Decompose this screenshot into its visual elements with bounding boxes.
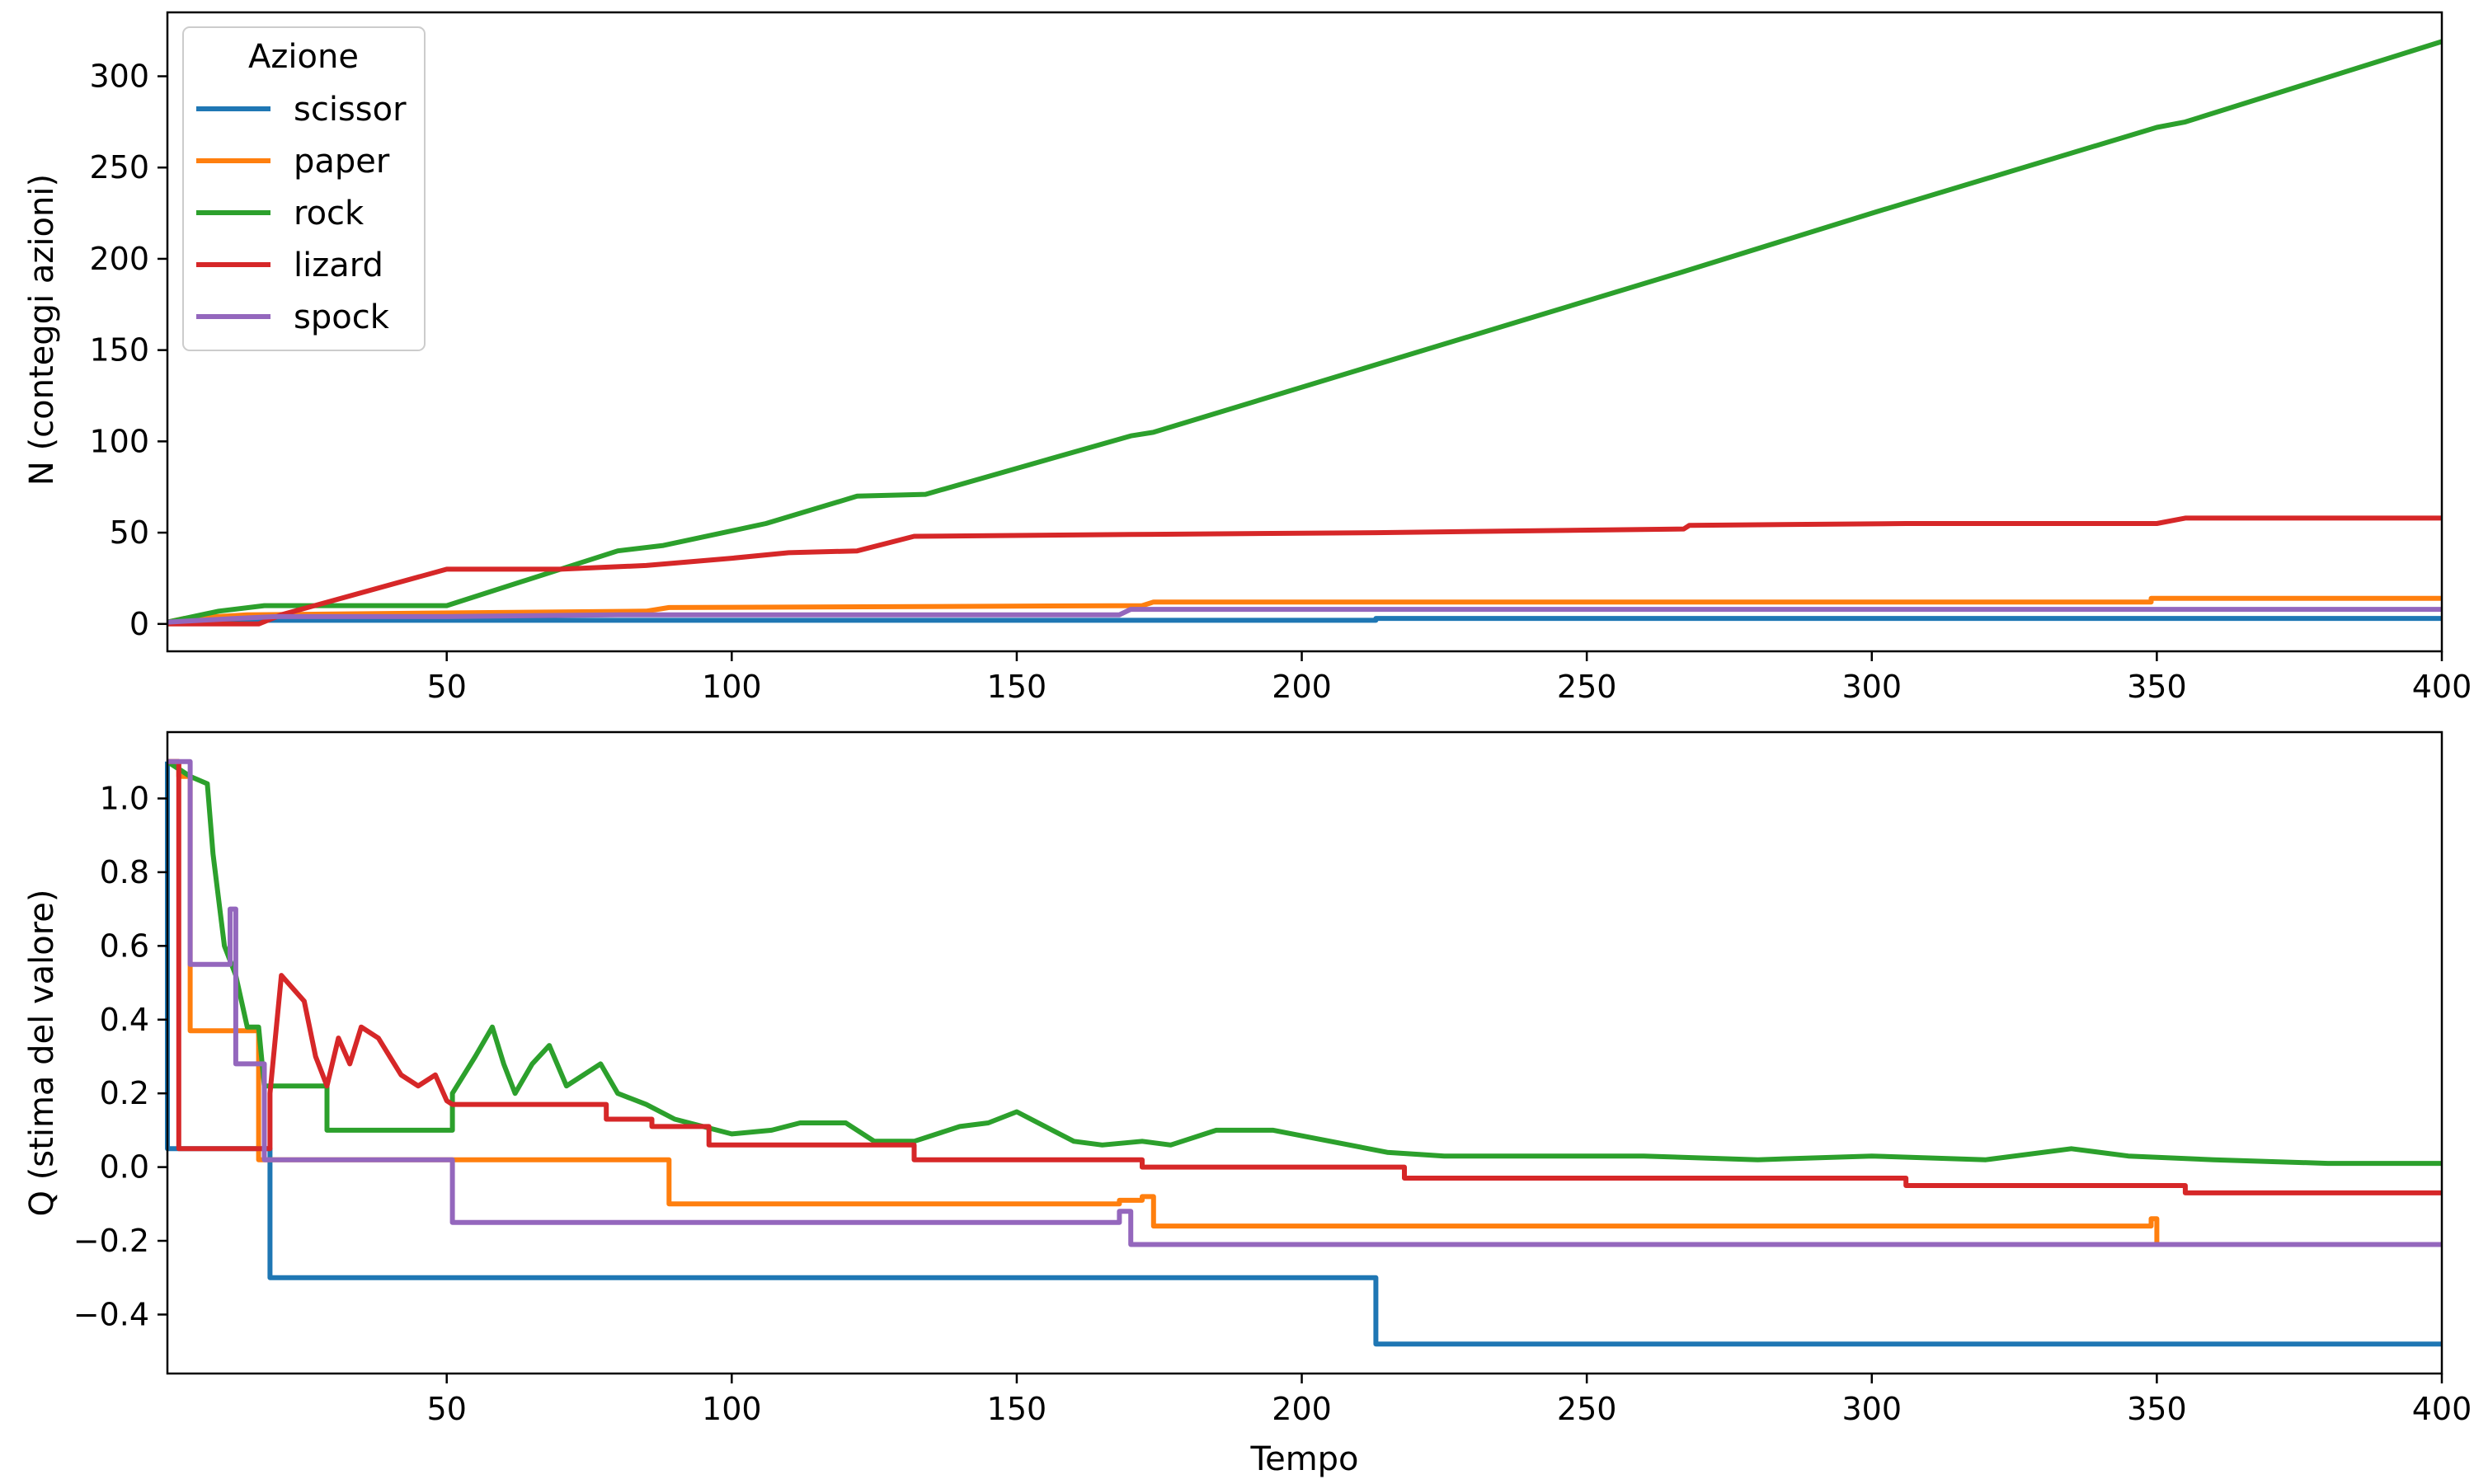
value-x-tick-label: 150 bbox=[987, 1391, 1047, 1427]
counts-x-tick-label: 250 bbox=[1557, 669, 1617, 705]
legend-title: Azione bbox=[248, 38, 359, 76]
legend-item-spock: spock bbox=[196, 298, 390, 336]
value-ticks: 50 100 150 200 250 300 350 400 −0.4 −0.2 0.0 0.2 0.4… bbox=[73, 780, 2472, 1427]
counts-x-tick-label: 300 bbox=[1842, 669, 1903, 705]
value-y-tick-label: 1.0 bbox=[100, 780, 149, 816]
value-x-tick-label: 200 bbox=[1272, 1391, 1332, 1427]
counts-series-line-lizard bbox=[167, 515, 2442, 627]
value-x-tick-label: 350 bbox=[2127, 1391, 2187, 1427]
counts-y-tick-label: 50 bbox=[110, 514, 149, 551]
value-y-tick-label: 0.0 bbox=[100, 1149, 149, 1186]
counts-x-tick-label: 400 bbox=[2412, 669, 2472, 705]
counts-ticks: 50 100 150 200 250 300 350 400 0 50 100 150 200 250 30… bbox=[89, 59, 2472, 706]
legend-item-paper: paper bbox=[196, 143, 390, 181]
counts-y-axis-label: N (conteggi azioni) bbox=[23, 174, 61, 486]
counts-x-tick-label: 200 bbox=[1272, 669, 1332, 705]
value-y-tick-label: −0.2 bbox=[73, 1223, 149, 1259]
counts-series-line-scissor bbox=[167, 616, 2442, 625]
legend-label: rock bbox=[294, 195, 365, 232]
counts-y-tick-label: 250 bbox=[89, 149, 149, 186]
legend-item-lizard: lizard bbox=[196, 247, 383, 284]
counts-y-tick-label: 200 bbox=[89, 241, 149, 277]
counts-series-line-rock bbox=[167, 39, 2443, 625]
counts-series-line-paper bbox=[167, 595, 2442, 625]
value-x-tick-label: 400 bbox=[2412, 1391, 2472, 1427]
counts-y-tick-label: 0 bbox=[129, 606, 149, 642]
value-x-axis-label: Tempo bbox=[1249, 1440, 1358, 1478]
counts-series-line-spock bbox=[167, 607, 2442, 625]
value-panel: Q (stima del valore) 50 100 150 200 250 300 35… bbox=[23, 730, 2472, 1478]
counts-panel: N (conteggi azioni) 50 100 150 200 250 300 350… bbox=[23, 11, 2472, 706]
value-x-tick-label: 250 bbox=[1557, 1391, 1617, 1427]
counts-y-tick-label: 150 bbox=[89, 332, 149, 369]
legend-label: lizard bbox=[294, 247, 383, 284]
value-x-tick-label: 300 bbox=[1842, 1391, 1903, 1427]
value-y-tick-label: 0.4 bbox=[100, 1002, 149, 1038]
value-x-tick-label: 100 bbox=[702, 1391, 762, 1427]
counts-axes-frame bbox=[166, 11, 2443, 653]
counts-y-tick-label: 300 bbox=[89, 59, 149, 95]
value-y-tick-label: 0.6 bbox=[100, 928, 149, 964]
legend-item-rock: rock bbox=[196, 195, 365, 232]
value-y-tick-label: 0.8 bbox=[100, 854, 149, 890]
value-axes-frame bbox=[166, 730, 2443, 1375]
legend-label: spock bbox=[294, 298, 390, 336]
value-y-tick-label: −0.4 bbox=[73, 1296, 149, 1332]
legend-item-scissor: scissor bbox=[196, 91, 407, 129]
legend-label: paper bbox=[294, 143, 390, 181]
value-series-line-lizard bbox=[167, 758, 2442, 1195]
value-series-line-spock bbox=[167, 758, 2442, 1247]
counts-y-tick-label: 100 bbox=[89, 423, 149, 459]
value-y-tick-label: 0.2 bbox=[100, 1075, 149, 1111]
value-y-axis-label: Q (stima del valore) bbox=[23, 889, 61, 1216]
value-x-tick-label: 50 bbox=[427, 1391, 467, 1427]
legend: Azione scissor paper rock lizard spock bbox=[182, 26, 426, 351]
counts-x-tick-label: 350 bbox=[2127, 669, 2187, 705]
counts-x-tick-label: 150 bbox=[987, 669, 1047, 705]
counts-series bbox=[167, 39, 2443, 627]
value-series-line-rock bbox=[166, 759, 2442, 1167]
counts-x-tick-label: 50 bbox=[427, 669, 467, 705]
legend-label: scissor bbox=[294, 91, 407, 129]
counts-x-tick-label: 100 bbox=[702, 669, 762, 705]
